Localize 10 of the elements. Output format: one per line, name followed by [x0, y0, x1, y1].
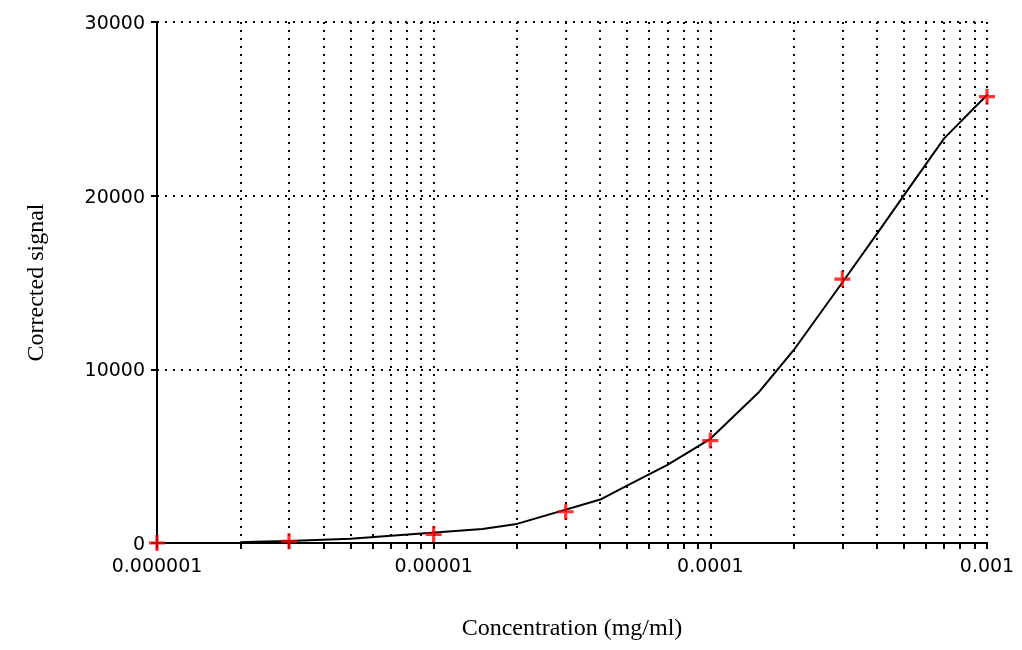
y-tick-label: 20000: [84, 184, 145, 207]
x-tick-label: 0.00001: [394, 553, 473, 576]
y-tick-label: 10000: [84, 358, 145, 381]
y-tick-label: 30000: [84, 11, 145, 33]
y-tick-label: 0: [132, 532, 145, 554]
y-axis-title: Corrected signal: [22, 203, 48, 362]
x-axis-title: Concentration (mg/ml): [461, 614, 683, 640]
x-tick-label: 0.001: [959, 553, 1015, 576]
x-tick-label: 0.0001: [677, 553, 744, 576]
x-tick-label: 0.000001: [111, 553, 203, 576]
